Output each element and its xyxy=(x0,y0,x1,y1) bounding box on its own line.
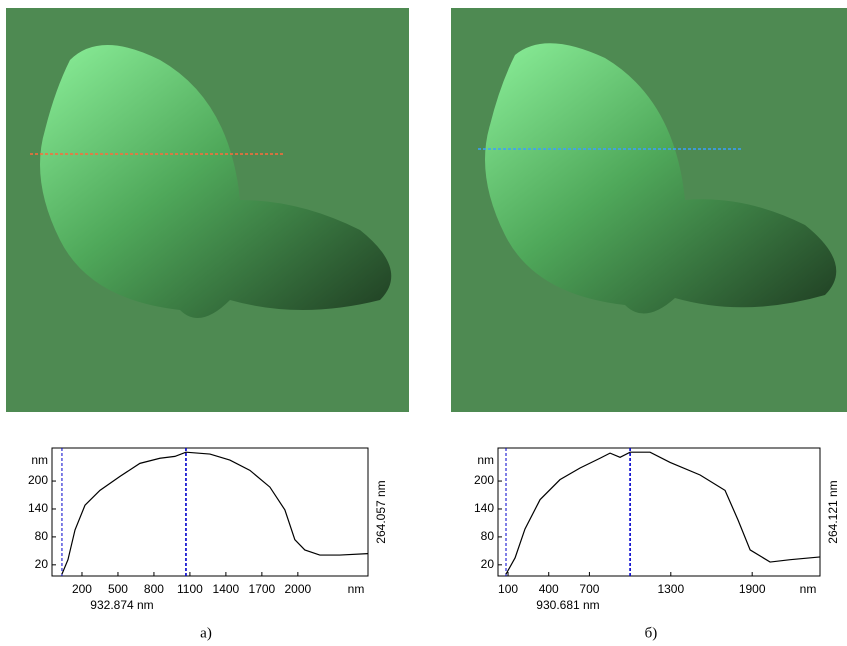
x-tick-label: 500 xyxy=(108,582,128,596)
x-readout: 930.681 nm xyxy=(536,598,599,612)
x-tick-label: 1900 xyxy=(739,582,766,596)
y-tick-label: 200 xyxy=(28,473,48,487)
figure: 20 80 140 200 nm 200 500 800 1100 1400 1700 2000 nm 9… xyxy=(0,0,847,646)
page: 20 80 140 200 nm 200 500 800 1100 1400 1700 2000 nm 9… xyxy=(0,0,847,646)
y-tick-label: 80 xyxy=(481,529,495,543)
x-tick-label: 1100 xyxy=(177,582,203,596)
y-axis-label: nm xyxy=(31,453,48,467)
y-tick-label: 200 xyxy=(474,473,494,487)
afm-image-a xyxy=(6,8,409,412)
x-axis-label: nm xyxy=(348,582,365,596)
y-tick-label: 20 xyxy=(481,557,495,571)
y-tick-label: 140 xyxy=(28,501,48,515)
x-readout: 932.874 nm xyxy=(90,598,153,612)
y-readout: 264.121 nm xyxy=(826,480,840,543)
x-tick-label: 1300 xyxy=(657,582,684,596)
x-axis-label: nm xyxy=(800,582,817,596)
x-tick-label: 100 xyxy=(498,582,518,596)
y-tick-label: 20 xyxy=(35,557,49,571)
x-tick-label: 1400 xyxy=(213,582,240,596)
x-tick-label: 2000 xyxy=(284,582,311,596)
y-tick-label: 80 xyxy=(35,529,49,543)
y-axis-label: nm xyxy=(477,453,494,467)
x-tick-label: 1700 xyxy=(249,582,276,596)
x-tick-label: 700 xyxy=(579,582,599,596)
caption: б) xyxy=(645,625,658,641)
x-tick-label: 800 xyxy=(144,582,164,596)
x-tick-label: 200 xyxy=(72,582,92,596)
plot-frame xyxy=(52,448,368,576)
y-tick-label: 140 xyxy=(474,501,494,515)
plot-frame xyxy=(498,448,820,576)
y-readout: 264.057 nm xyxy=(374,480,388,543)
caption: а) xyxy=(200,625,212,641)
afm-image-b xyxy=(451,8,847,412)
x-tick-label: 400 xyxy=(539,582,559,596)
